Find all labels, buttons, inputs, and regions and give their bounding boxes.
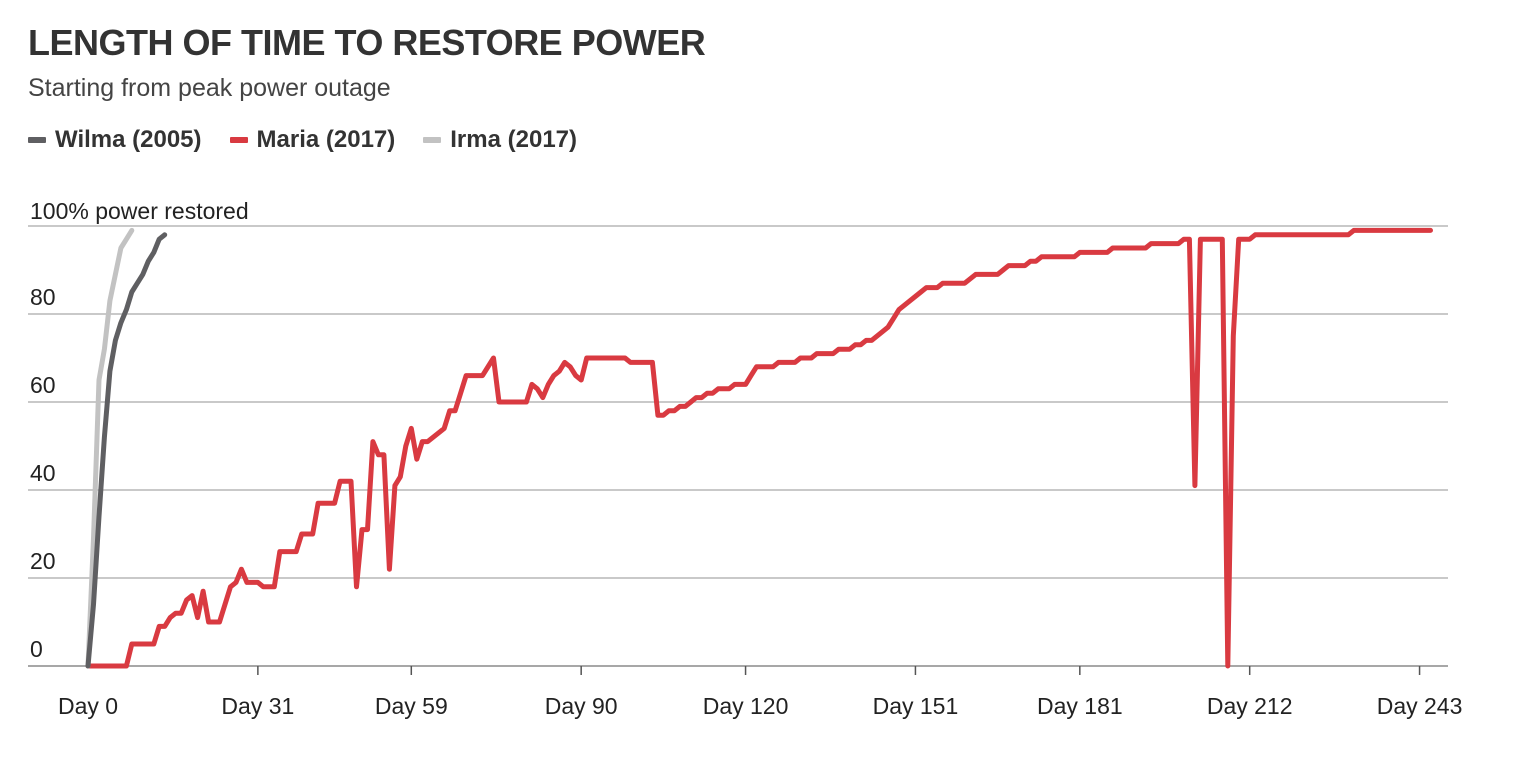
x-tick-label: Day 59 — [375, 693, 448, 719]
y-tick-label: 40 — [30, 460, 56, 486]
legend-swatch-maria — [229, 137, 248, 143]
x-tick-label: Day 181 — [1037, 693, 1123, 719]
x-tick-label: Day 151 — [873, 693, 959, 719]
series-line-maria — [85, 227, 1433, 669]
legend-item-maria: Maria (2017) — [229, 126, 396, 154]
series-line-irma — [85, 227, 135, 669]
x-tick-label: Day 120 — [703, 693, 789, 719]
y-tick-label: 0 — [30, 636, 43, 662]
y-tick-label: 60 — [30, 372, 56, 398]
chart-subtitle: Starting from peak power outage — [28, 74, 391, 102]
legend: Wilma (2005) Maria (2017) Irma (2017) — [28, 126, 605, 154]
x-tick-label: Day 0 — [58, 693, 118, 719]
x-tick-label: Day 31 — [221, 693, 294, 719]
legend-label-wilma: Wilma (2005) — [55, 126, 202, 153]
x-tick-label: Day 212 — [1207, 693, 1293, 719]
legend-swatch-wilma — [28, 137, 46, 143]
legend-label-irma: Irma (2017) — [450, 126, 578, 153]
legend-label-maria: Maria (2017) — [256, 126, 396, 153]
legend-item-irma: Irma (2017) — [423, 126, 577, 154]
chart-title: LENGTH OF TIME TO RESTORE POWER — [28, 22, 706, 63]
series-line-wilma — [85, 232, 168, 669]
y-tick-label: 80 — [30, 284, 56, 310]
y-tick-label: 20 — [30, 548, 56, 574]
legend-item-wilma: Wilma (2005) — [28, 126, 202, 154]
x-tick-label: Day 90 — [545, 693, 618, 719]
legend-swatch-irma — [423, 137, 442, 143]
annotation-100-percent: 100% power restored — [30, 198, 249, 224]
x-tick-label: Day 243 — [1377, 693, 1463, 719]
